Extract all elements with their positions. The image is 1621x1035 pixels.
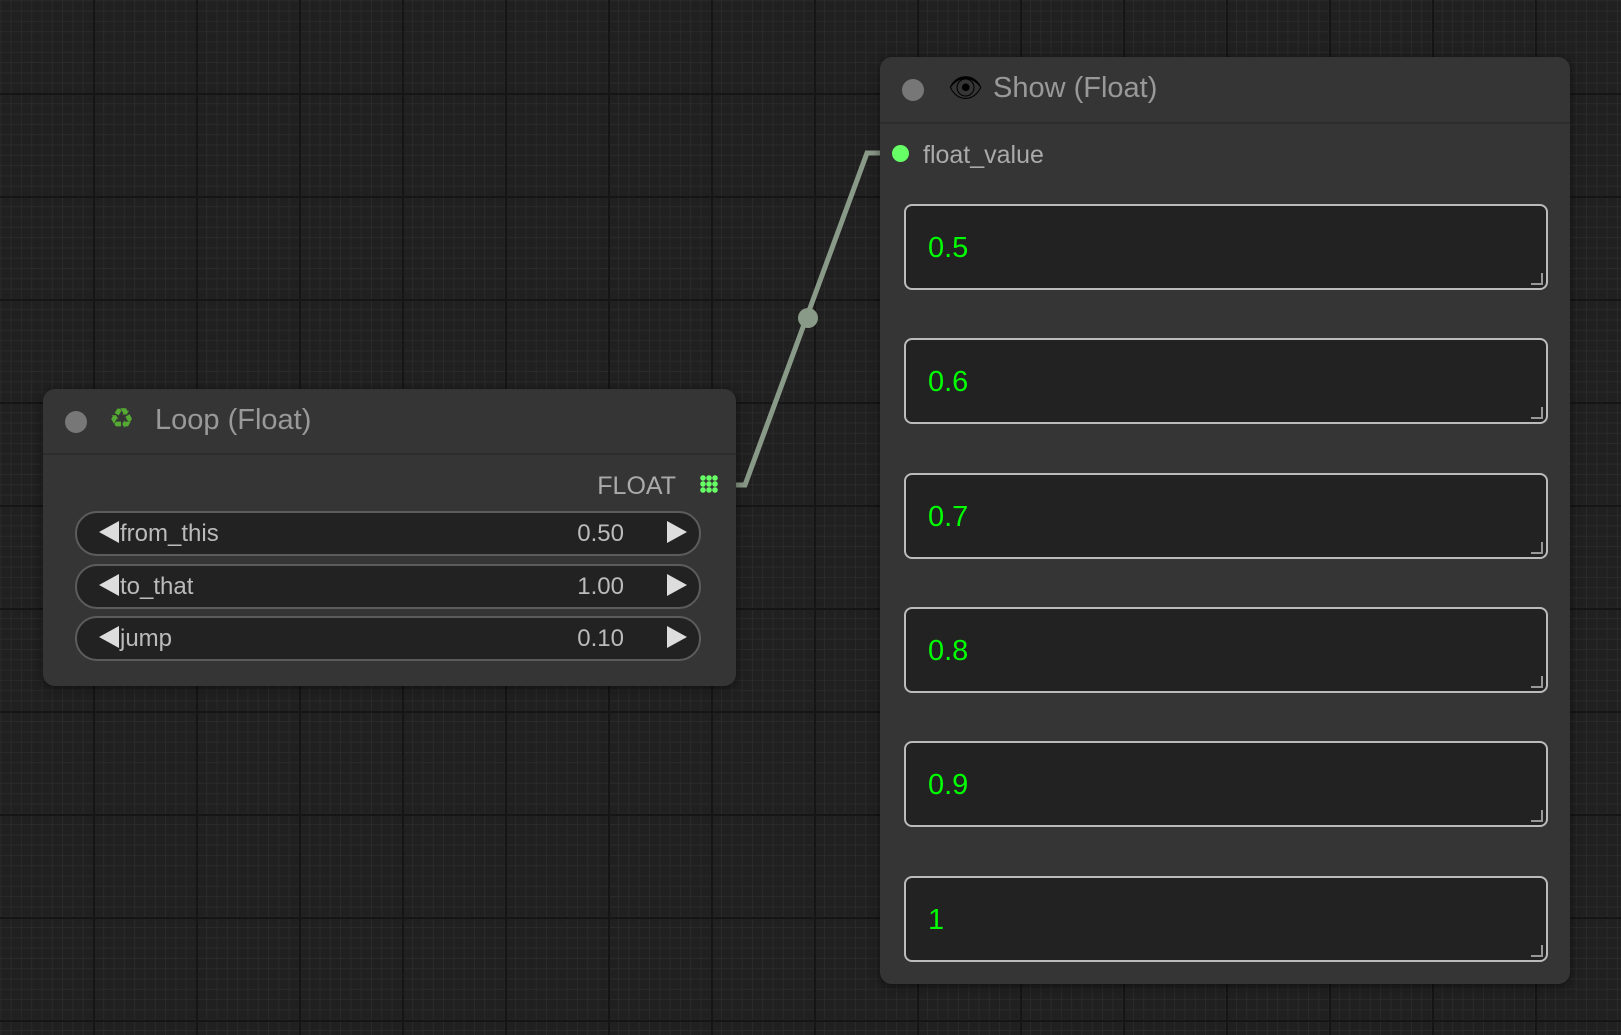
recycle-icon: ♻: [109, 403, 135, 434]
node-header[interactable]: ♻ Loop (Float): [43, 389, 736, 455]
output-slot-grid-icon[interactable]: [700, 475, 718, 493]
value-textarea[interactable]: 0.5: [904, 204, 1548, 290]
collapse-dot[interactable]: [902, 79, 924, 101]
node-title: Loop (Float): [155, 404, 312, 436]
widget-jump[interactable]: jump 0.10: [75, 616, 701, 661]
decrement-arrow[interactable]: [99, 626, 119, 648]
input-slot-dot[interactable]: [892, 145, 909, 162]
value-textarea[interactable]: 0.7: [904, 473, 1548, 559]
eye-icon: 👁: [948, 72, 984, 103]
widget-to-that[interactable]: to_that 1.00: [75, 564, 701, 609]
resize-grip-icon[interactable]: [1531, 945, 1543, 957]
node-title: Show (Float): [993, 72, 1158, 104]
output-label: FLOAT: [597, 472, 676, 500]
value-textarea[interactable]: 0.8: [904, 607, 1548, 693]
loop-float-node[interactable]: ♻ Loop (Float) FLOAT from_this 0.50 to_th…: [43, 389, 736, 686]
resize-grip-icon[interactable]: [1531, 810, 1543, 822]
increment-arrow[interactable]: [667, 626, 687, 648]
value-textarea[interactable]: 1: [904, 876, 1548, 962]
resize-grip-icon[interactable]: [1531, 407, 1543, 419]
increment-arrow[interactable]: [667, 521, 687, 543]
node-header[interactable]: 👁 Show (Float): [880, 57, 1570, 124]
value-textarea[interactable]: 0.6: [904, 338, 1548, 424]
link-midpoint[interactable]: [798, 308, 818, 328]
increment-arrow[interactable]: [667, 574, 687, 596]
resize-grip-icon[interactable]: [1531, 542, 1543, 554]
decrement-arrow[interactable]: [99, 521, 119, 543]
decrement-arrow[interactable]: [99, 574, 119, 596]
resize-grip-icon[interactable]: [1531, 273, 1543, 285]
value-textarea[interactable]: 0.9: [904, 741, 1548, 827]
input-label: float_value: [923, 141, 1044, 169]
show-float-node[interactable]: 👁 Show (Float) float_value 0.5 0.6 0.7 0…: [880, 57, 1570, 984]
widget-from-this[interactable]: from_this 0.50: [75, 511, 701, 556]
collapse-dot[interactable]: [65, 411, 87, 433]
resize-grip-icon[interactable]: [1531, 676, 1543, 688]
